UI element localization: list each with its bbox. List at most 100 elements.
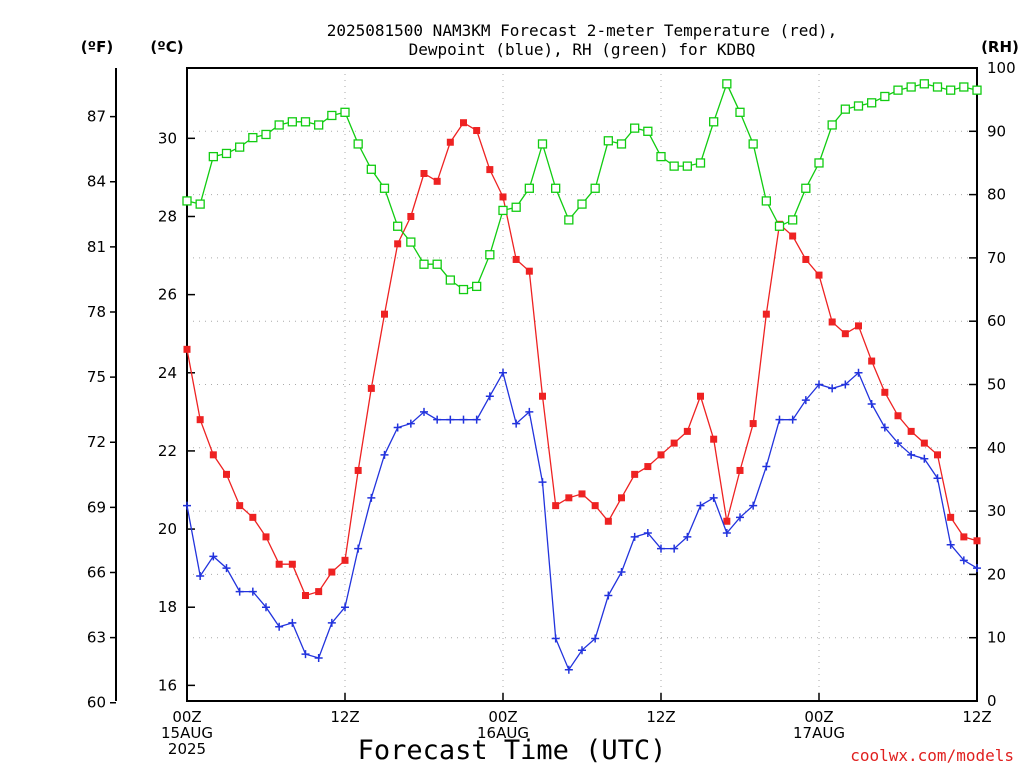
x-tick-label: 2025 [168, 740, 206, 758]
dewpoint-point [262, 603, 270, 612]
rh-tick-label: 90 [987, 122, 1006, 140]
dewpoint-point [920, 454, 929, 463]
rh-point [656, 151, 666, 162]
dewpoint-point [762, 462, 771, 471]
temperature-point [802, 255, 810, 263]
dewpoint-point [959, 556, 968, 565]
dewpoint-point [933, 474, 942, 483]
temperature-point [367, 384, 375, 392]
temperature-point [433, 177, 441, 185]
fahrenheit-tick-label: 69 [87, 498, 106, 516]
rh-point [511, 202, 521, 212]
temperature-point [920, 439, 928, 447]
temperature-point [697, 392, 704, 400]
rh-point [235, 142, 245, 152]
dewpoint-point [617, 568, 626, 577]
rh-point [590, 183, 600, 193]
temperature-point [460, 119, 467, 127]
rh-tick-label: 60 [987, 312, 1006, 330]
temperature-point [657, 451, 665, 459]
celsius-tick-label: 16 [158, 676, 177, 694]
dewpoint-point [801, 396, 810, 405]
temperature-point [539, 392, 546, 400]
dewpoint-point [459, 415, 468, 424]
dewpoint-point [551, 634, 560, 643]
dewpoint-point [222, 564, 231, 573]
rh-point [788, 215, 798, 225]
temperature-point [236, 502, 244, 510]
rh-point [472, 281, 482, 292]
x-tick-label: 15AUG [161, 724, 213, 742]
rh-point [709, 117, 719, 127]
rh-tick-label: 10 [987, 629, 1006, 647]
rh-point [919, 79, 929, 89]
x-tick-label: 00Z [488, 708, 517, 726]
temperature-point [315, 588, 323, 596]
temperature-point [591, 502, 599, 510]
fahrenheit-tick-label: 72 [87, 433, 106, 451]
rh-point [616, 139, 627, 149]
rh-point [551, 183, 561, 193]
rh-tick-label: 20 [987, 565, 1006, 583]
rh-point [735, 107, 745, 117]
rh-point [485, 250, 495, 260]
dewpoint-point [946, 540, 955, 549]
dewpoint-point [209, 552, 218, 561]
rh-point [182, 196, 192, 206]
rh-point [406, 237, 416, 247]
chart-title-line2: Dewpoint (blue), RH (green) for KDBQ [409, 40, 756, 59]
temperature-point [354, 466, 362, 474]
rh-point [393, 221, 403, 231]
temperature-point [302, 592, 309, 599]
x-tick-label: 12Z [330, 708, 359, 726]
rh-point [669, 161, 679, 171]
rh-point [880, 91, 890, 102]
rh-point [366, 164, 376, 174]
rh-point [195, 199, 205, 209]
rh-point [340, 107, 350, 117]
rh-unit-label: (RH) [981, 38, 1019, 56]
temperature-point [973, 537, 981, 545]
dewpoint-point [749, 501, 758, 510]
dewpoint-point [775, 415, 784, 424]
dewpoint-point [657, 544, 665, 553]
celsius-tick-label: 30 [158, 129, 177, 147]
celsius-tick-label: 26 [158, 286, 177, 304]
dewpoint-point [472, 415, 481, 424]
temperature-point [499, 193, 507, 201]
dewpoint-point [880, 423, 889, 432]
temperature-point [789, 232, 797, 240]
dewpoint-point [670, 544, 679, 553]
temperature-point [249, 513, 257, 521]
fahrenheit-tick-label: 81 [87, 238, 106, 256]
dewpoint-point [643, 528, 652, 537]
temperature-point [710, 435, 718, 443]
temperature-point [486, 166, 494, 174]
dewpoint-point [525, 407, 534, 416]
celsius-tick-label: 20 [158, 520, 177, 538]
temperature-point [894, 412, 902, 420]
dewpoint-point [841, 380, 850, 389]
rh-point [722, 79, 732, 89]
dewpoint-point [894, 439, 902, 448]
temperature-point [828, 318, 836, 326]
temperature-point [749, 420, 757, 428]
dewpoint-point [327, 618, 336, 627]
temperature-point [644, 463, 652, 471]
x-tick-label: 17AUG [793, 724, 845, 742]
rh-point [695, 158, 706, 168]
dewpoint-point [696, 501, 705, 510]
temperature-point [552, 502, 560, 510]
temperature-point [262, 533, 270, 541]
dewpoint-point [907, 450, 916, 459]
rh-point [564, 215, 574, 225]
rh-point [682, 161, 692, 171]
dewpoint-point [341, 603, 349, 612]
temperature-point [631, 470, 639, 478]
temperature-point [446, 138, 454, 146]
dewpoint-point [367, 493, 376, 502]
temperature-point [328, 568, 336, 576]
celsius-tick-label: 22 [158, 442, 177, 460]
rh-point [761, 196, 771, 206]
